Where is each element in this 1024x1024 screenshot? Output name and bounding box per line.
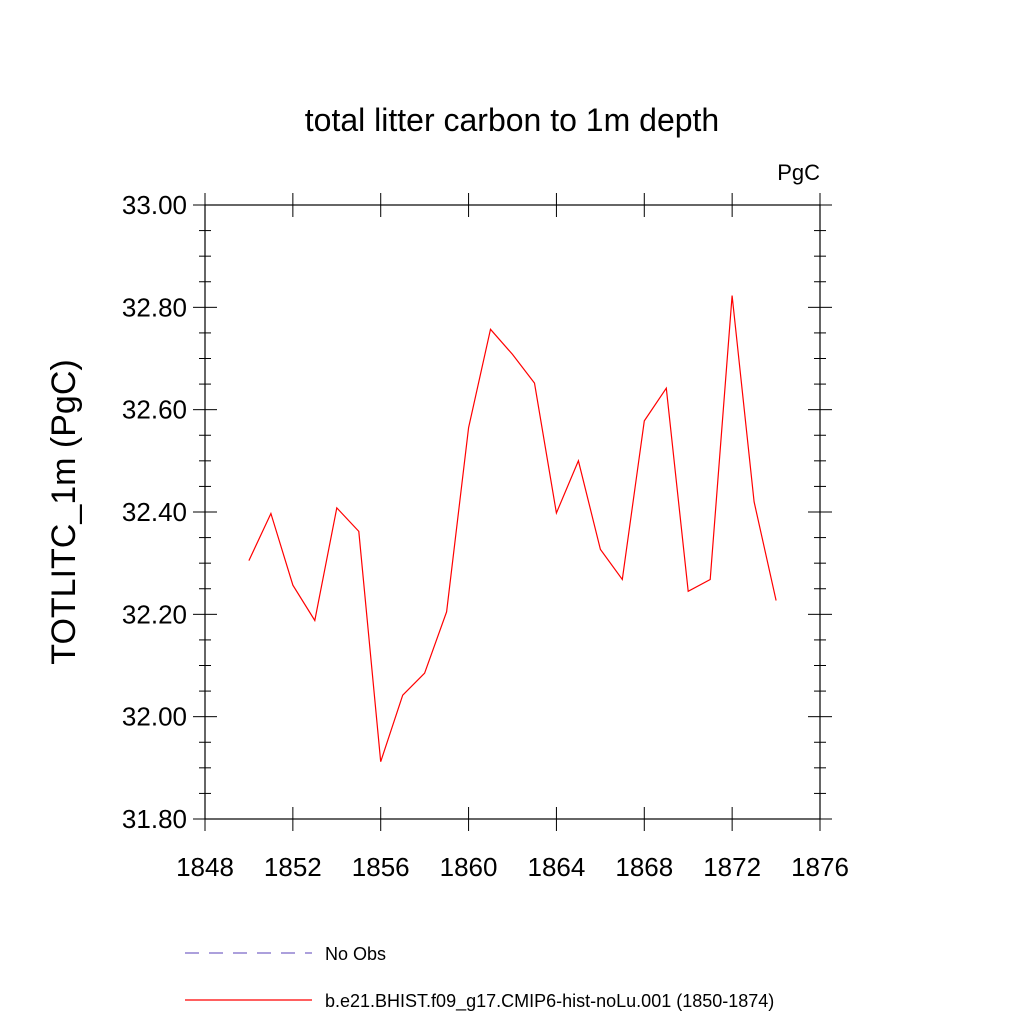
x-tick-label: 1860 — [440, 852, 498, 882]
legend-label: b.e21.BHIST.f09_g17.CMIP6-hist-noLu.001 … — [325, 991, 774, 1012]
y-tick-label: 33.00 — [122, 190, 187, 220]
y-tick-label: 32.40 — [122, 497, 187, 527]
y-tick-label: 31.80 — [122, 804, 187, 834]
y-tick-label: 32.80 — [122, 292, 187, 322]
series-line — [248, 295, 777, 762]
x-tick-label: 1856 — [352, 852, 410, 882]
units-label: PgC — [777, 160, 820, 185]
x-tick-label: 1876 — [791, 852, 849, 882]
y-axis-label: TOTLITC_1m (PgC) — [45, 359, 83, 664]
series-layer — [248, 295, 777, 762]
legend: No Obs b.e21.BHIST.f09_g17.CMIP6-hist-noL… — [185, 944, 774, 1012]
x-tick-label: 1864 — [528, 852, 586, 882]
x-tick-label: 1872 — [703, 852, 761, 882]
y-tick-label: 32.60 — [122, 395, 187, 425]
x-tick-label: 1848 — [176, 852, 234, 882]
x-tick-label: 1868 — [615, 852, 673, 882]
legend-label: No Obs — [325, 944, 386, 964]
y-tick-label: 32.00 — [122, 702, 187, 732]
x-tick-label: 1852 — [264, 852, 322, 882]
y-axis: 31.80 32.00 32.20 32.40 32.60 32.80 33.00 — [122, 190, 832, 834]
plot-frame — [204, 204, 821, 820]
x-axis: 1848 1852 1856 1860 1864 1868 1872 1876 — [176, 193, 849, 882]
y-tick-label: 32.20 — [122, 599, 187, 629]
chart-title: total litter carbon to 1m depth — [305, 102, 719, 138]
